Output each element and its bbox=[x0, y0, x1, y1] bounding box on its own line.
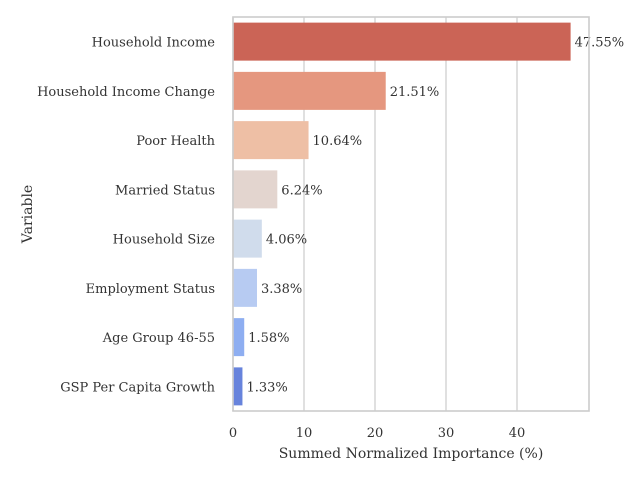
x-tick-label: 20 bbox=[367, 426, 384, 441]
y-tick-label: GSP Per Capita Growth bbox=[60, 380, 215, 395]
bar-value-label: 3.38% bbox=[261, 282, 302, 297]
bar-value-label: 6.24% bbox=[281, 183, 322, 198]
bar bbox=[233, 22, 571, 61]
y-tick-label: Household Income bbox=[92, 36, 216, 51]
bar-value-label: 21.51% bbox=[390, 85, 440, 100]
x-axis-title: Summed Normalized Importance (%) bbox=[279, 446, 544, 462]
x-tick-label: 40 bbox=[509, 426, 526, 441]
bar bbox=[233, 121, 309, 160]
bar bbox=[233, 318, 245, 357]
value-labels: 47.55% 21.51% 10.64% 6.24% 4.06% 3.38% 1.58% 1.… bbox=[246, 36, 624, 396]
x-tick-labels: 0 10 20 30 40 bbox=[229, 426, 525, 441]
bar-value-label: 1.33% bbox=[246, 380, 287, 395]
bar-value-label: 4.06% bbox=[266, 233, 307, 248]
y-tick-label: Age Group 46-55 bbox=[102, 331, 215, 346]
x-tick-label: 0 bbox=[229, 426, 237, 441]
bar bbox=[233, 219, 262, 258]
bar-value-label: 47.55% bbox=[575, 36, 625, 51]
y-tick-label: Poor Health bbox=[136, 134, 215, 149]
y-tick-label: Employment Status bbox=[86, 282, 215, 297]
x-tick-label: 10 bbox=[296, 426, 313, 441]
plot-frame bbox=[232, 16, 590, 412]
bar-value-label: 1.58% bbox=[248, 331, 289, 346]
bar bbox=[233, 71, 386, 110]
bar bbox=[233, 170, 278, 209]
bar bbox=[233, 268, 257, 307]
y-axis-title: Variable bbox=[20, 185, 36, 244]
y-tick-label: Married Status bbox=[115, 183, 215, 198]
bars bbox=[233, 22, 571, 406]
bar bbox=[233, 367, 243, 406]
y-tick-labels: Household Income Household Income Change P… bbox=[37, 36, 216, 396]
x-tick-label: 30 bbox=[438, 426, 455, 441]
bar-value-label: 10.64% bbox=[313, 134, 363, 149]
y-tick-label: Household Size bbox=[113, 233, 216, 248]
y-tick-label: Household Income Change bbox=[37, 85, 215, 100]
